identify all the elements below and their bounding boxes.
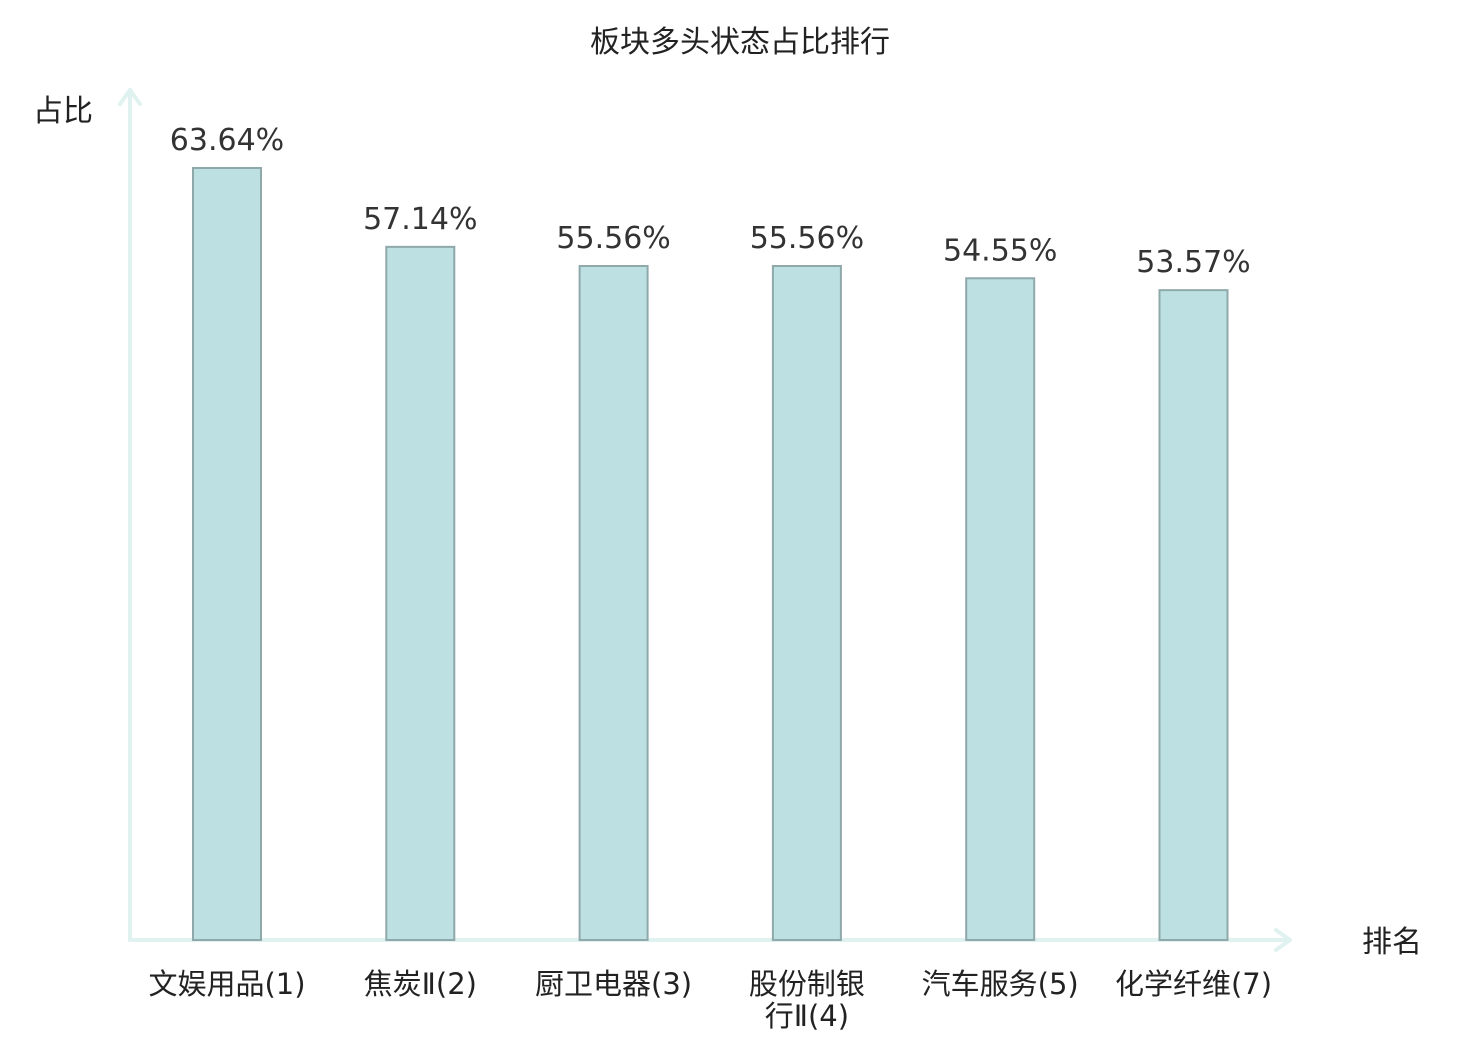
bar xyxy=(965,277,1036,941)
value-label: 54.55% xyxy=(943,233,1057,268)
bar xyxy=(192,167,262,941)
category-label: 行Ⅱ(4) xyxy=(765,999,849,1033)
category-label: 焦炭Ⅱ(2) xyxy=(364,967,477,1001)
chart-title: 板块多头状态占比排行 xyxy=(590,25,890,60)
category-label: 文娱用品(1) xyxy=(148,967,305,1001)
value-label: 55.56% xyxy=(556,221,670,256)
value-labels: 63.64% 57.14% 55.56% 55.56% 54.55% 53.57% xyxy=(170,123,1251,280)
x-axis-arrow xyxy=(1274,928,1292,952)
value-label: 57.14% xyxy=(363,202,477,237)
value-label: 63.64% xyxy=(170,123,284,158)
bar-series xyxy=(192,167,1229,941)
category-label: 汽车服务(5) xyxy=(922,967,1079,1001)
y-axis-label: 占比 xyxy=(33,94,93,129)
x-axis-label: 排名 xyxy=(1362,925,1422,960)
category-label: 化学纤维(7) xyxy=(1115,967,1272,1001)
value-label: 55.56% xyxy=(750,221,864,256)
category-label: 股份制银 xyxy=(749,967,865,1001)
bar xyxy=(1158,289,1229,941)
chart-axes xyxy=(118,88,1292,952)
y-axis-arrow xyxy=(118,88,142,106)
bar xyxy=(578,265,649,941)
value-label: 53.57% xyxy=(1136,245,1250,280)
category-label: 厨卫电器(3) xyxy=(535,967,692,1001)
bar xyxy=(771,265,842,941)
bar xyxy=(385,245,456,941)
